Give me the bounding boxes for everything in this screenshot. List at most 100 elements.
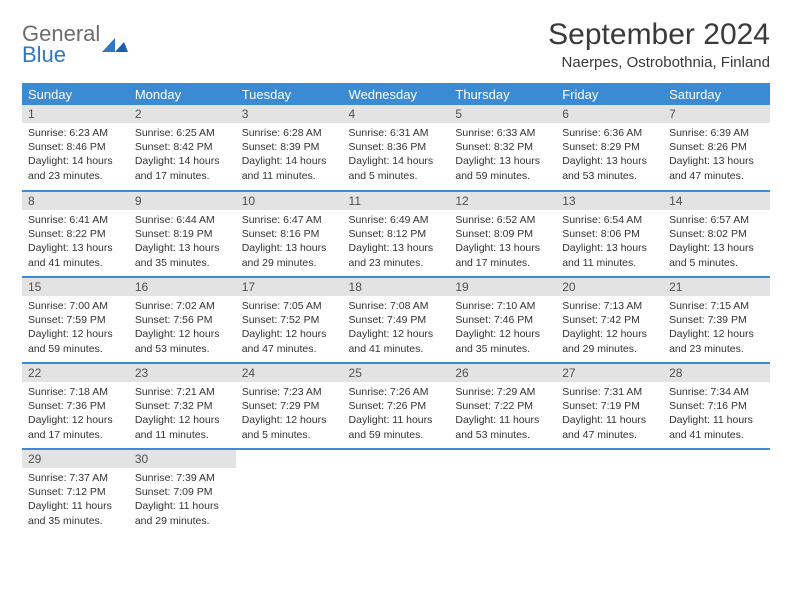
day-line: Daylight: 11 hours: [562, 413, 657, 427]
day-line: Sunset: 7:09 PM: [135, 485, 230, 499]
day-data: Sunrise: 7:08 AMSunset: 7:49 PMDaylight:…: [343, 296, 450, 362]
day-cell: 27Sunrise: 7:31 AMSunset: 7:19 PMDayligh…: [556, 363, 663, 449]
day-line: Daylight: 13 hours: [349, 241, 444, 255]
day-line: Sunrise: 7:08 AM: [349, 299, 444, 313]
day-line: and 23 minutes.: [349, 256, 444, 270]
day-line: Sunset: 7:59 PM: [28, 313, 123, 327]
day-number: 11: [343, 192, 450, 210]
day-number: 8: [22, 192, 129, 210]
day-number: 12: [449, 192, 556, 210]
day-line: and 17 minutes.: [135, 169, 230, 183]
calendar-table: Sunday Monday Tuesday Wednesday Thursday…: [22, 83, 770, 535]
day-line: Daylight: 12 hours: [135, 327, 230, 341]
month-title: September 2024: [548, 18, 770, 52]
day-line: Sunrise: 6:47 AM: [242, 213, 337, 227]
day-line: Daylight: 13 hours: [28, 241, 123, 255]
day-data: Sunrise: 6:52 AMSunset: 8:09 PMDaylight:…: [449, 210, 556, 276]
page-header: General Blue September 2024 Naerpes, Ost…: [22, 18, 770, 71]
day-line: Sunrise: 7:13 AM: [562, 299, 657, 313]
day-cell: 1Sunrise: 6:23 AMSunset: 8:46 PMDaylight…: [22, 105, 129, 191]
day-line: and 29 minutes.: [135, 514, 230, 528]
day-number: 20: [556, 278, 663, 296]
day-data: Sunrise: 6:44 AMSunset: 8:19 PMDaylight:…: [129, 210, 236, 276]
day-line: Sunrise: 6:52 AM: [455, 213, 550, 227]
day-line: Sunrise: 6:44 AM: [135, 213, 230, 227]
day-cell: 19Sunrise: 7:10 AMSunset: 7:46 PMDayligh…: [449, 277, 556, 363]
day-cell: [556, 449, 663, 535]
day-line: and 17 minutes.: [28, 428, 123, 442]
day-cell: 9Sunrise: 6:44 AMSunset: 8:19 PMDaylight…: [129, 191, 236, 277]
day-line: Sunset: 8:06 PM: [562, 227, 657, 241]
day-number: 2: [129, 105, 236, 123]
day-line: Daylight: 14 hours: [242, 154, 337, 168]
brand-text-2: Blue: [22, 42, 66, 67]
day-data: Sunrise: 7:02 AMSunset: 7:56 PMDaylight:…: [129, 296, 236, 362]
day-data: Sunrise: 6:36 AMSunset: 8:29 PMDaylight:…: [556, 123, 663, 189]
day-number: 9: [129, 192, 236, 210]
day-line: Sunrise: 6:54 AM: [562, 213, 657, 227]
day-number: 24: [236, 364, 343, 382]
day-number: 30: [129, 450, 236, 468]
day-line: Daylight: 13 hours: [135, 241, 230, 255]
day-line: Daylight: 12 hours: [28, 413, 123, 427]
day-number: 13: [556, 192, 663, 210]
day-cell: 26Sunrise: 7:29 AMSunset: 7:22 PMDayligh…: [449, 363, 556, 449]
week-row: 15Sunrise: 7:00 AMSunset: 7:59 PMDayligh…: [22, 277, 770, 363]
day-line: Sunset: 7:19 PM: [562, 399, 657, 413]
day-line: Sunset: 8:12 PM: [349, 227, 444, 241]
day-cell: [663, 449, 770, 535]
day-number: 18: [343, 278, 450, 296]
day-line: Sunrise: 7:29 AM: [455, 385, 550, 399]
day-line: Sunset: 8:32 PM: [455, 140, 550, 154]
day-line: Sunrise: 6:36 AM: [562, 126, 657, 140]
day-line: Daylight: 11 hours: [28, 499, 123, 513]
day-line: and 47 minutes.: [562, 428, 657, 442]
day-line: and 23 minutes.: [28, 169, 123, 183]
day-data: Sunrise: 7:34 AMSunset: 7:16 PMDaylight:…: [663, 382, 770, 448]
day-data: Sunrise: 6:54 AMSunset: 8:06 PMDaylight:…: [556, 210, 663, 276]
day-cell: 20Sunrise: 7:13 AMSunset: 7:42 PMDayligh…: [556, 277, 663, 363]
day-line: Daylight: 13 hours: [242, 241, 337, 255]
day-cell: [343, 449, 450, 535]
day-line: Daylight: 13 hours: [562, 154, 657, 168]
week-row: 22Sunrise: 7:18 AMSunset: 7:36 PMDayligh…: [22, 363, 770, 449]
day-line: Sunset: 7:36 PM: [28, 399, 123, 413]
day-line: Daylight: 12 hours: [135, 413, 230, 427]
day-line: Daylight: 12 hours: [669, 327, 764, 341]
weekday-header: Friday: [556, 84, 663, 106]
day-line: and 5 minutes.: [669, 256, 764, 270]
day-line: and 29 minutes.: [562, 342, 657, 356]
day-data: Sunrise: 6:57 AMSunset: 8:02 PMDaylight:…: [663, 210, 770, 276]
day-line: and 17 minutes.: [455, 256, 550, 270]
weekday-header: Sunday: [22, 84, 129, 106]
day-cell: 6Sunrise: 6:36 AMSunset: 8:29 PMDaylight…: [556, 105, 663, 191]
day-cell: 4Sunrise: 6:31 AMSunset: 8:36 PMDaylight…: [343, 105, 450, 191]
day-number: 19: [449, 278, 556, 296]
day-line: Sunset: 8:39 PM: [242, 140, 337, 154]
day-line: Sunset: 7:56 PM: [135, 313, 230, 327]
day-cell: 15Sunrise: 7:00 AMSunset: 7:59 PMDayligh…: [22, 277, 129, 363]
day-line: Daylight: 12 hours: [242, 327, 337, 341]
day-data: Sunrise: 6:39 AMSunset: 8:26 PMDaylight:…: [663, 123, 770, 189]
day-data: Sunrise: 7:00 AMSunset: 7:59 PMDaylight:…: [22, 296, 129, 362]
day-cell: 29Sunrise: 7:37 AMSunset: 7:12 PMDayligh…: [22, 449, 129, 535]
day-line: Sunrise: 6:28 AM: [242, 126, 337, 140]
day-line: Sunset: 8:29 PM: [562, 140, 657, 154]
day-line: Daylight: 11 hours: [455, 413, 550, 427]
day-line: Daylight: 13 hours: [562, 241, 657, 255]
day-line: Daylight: 12 hours: [242, 413, 337, 427]
weekday-header: Tuesday: [236, 84, 343, 106]
brand-text: General Blue: [22, 24, 100, 66]
day-number: 29: [22, 450, 129, 468]
day-line: and 53 minutes.: [455, 428, 550, 442]
day-line: Sunset: 7:46 PM: [455, 313, 550, 327]
day-data: Sunrise: 6:33 AMSunset: 8:32 PMDaylight:…: [449, 123, 556, 189]
day-line: Sunrise: 6:39 AM: [669, 126, 764, 140]
day-line: Daylight: 11 hours: [135, 499, 230, 513]
day-line: Daylight: 14 hours: [28, 154, 123, 168]
day-line: and 35 minutes.: [28, 514, 123, 528]
location-text: Naerpes, Ostrobothnia, Finland: [548, 54, 770, 71]
day-line: Daylight: 11 hours: [349, 413, 444, 427]
day-line: Sunrise: 7:39 AM: [135, 471, 230, 485]
day-cell: 25Sunrise: 7:26 AMSunset: 7:26 PMDayligh…: [343, 363, 450, 449]
